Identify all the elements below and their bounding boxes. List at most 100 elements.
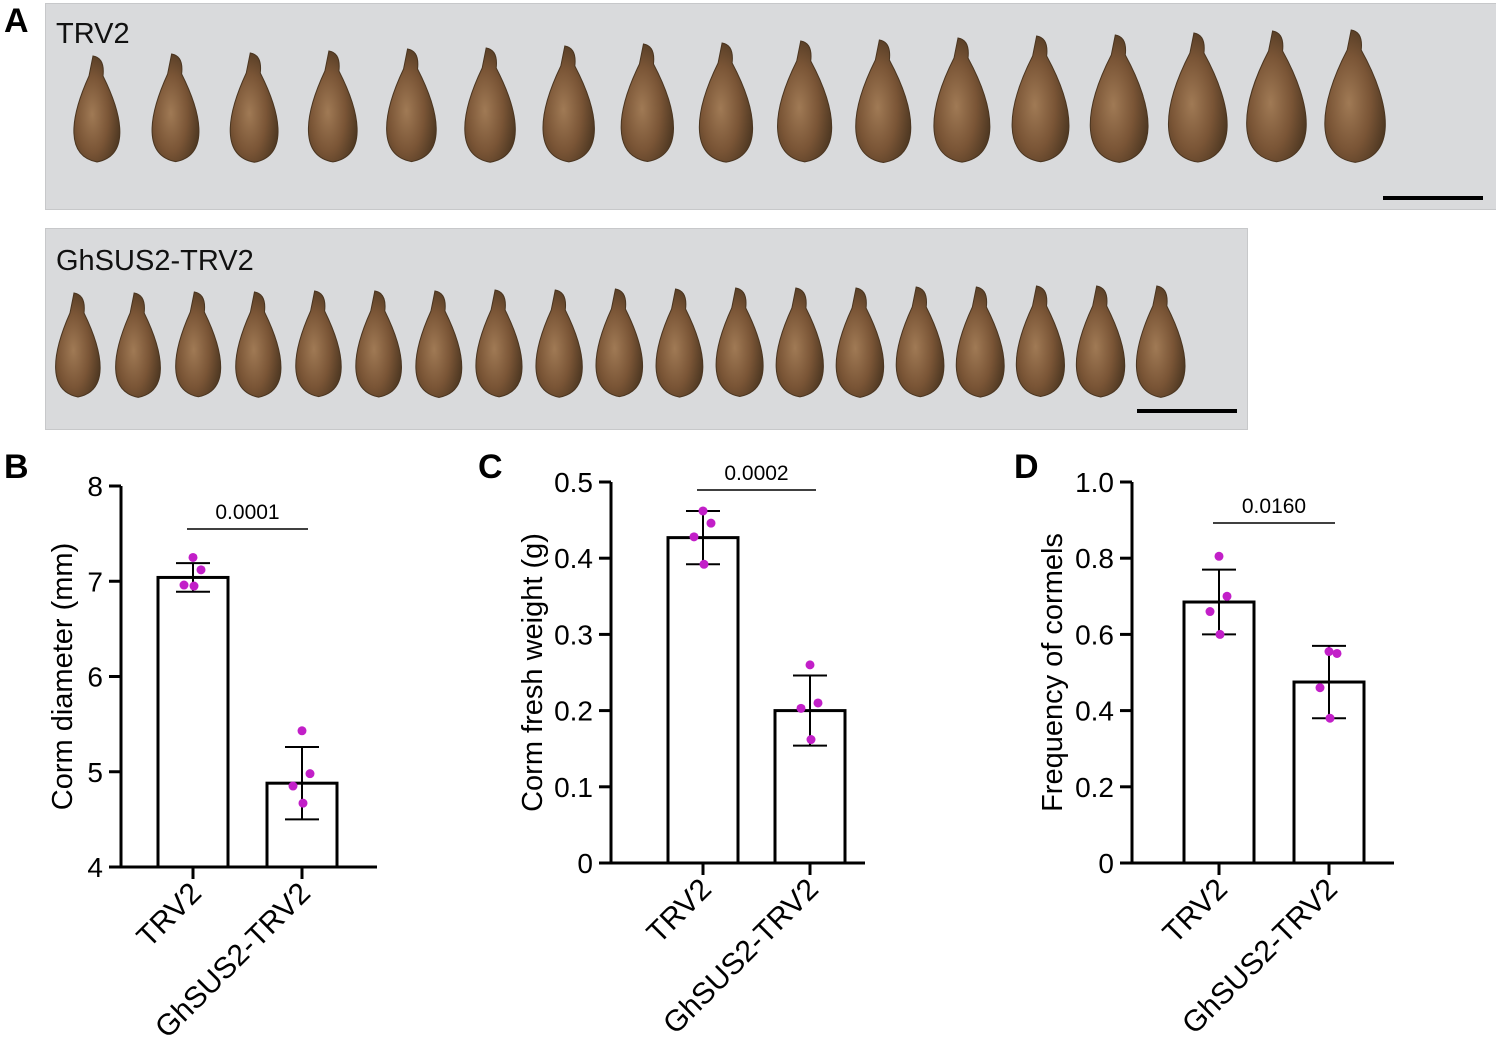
data-point (699, 559, 709, 569)
corm-image (73, 55, 121, 163)
corm-image (355, 290, 402, 398)
corm-image (595, 288, 643, 398)
data-point (188, 552, 198, 562)
ghsus2-corm-photo: GhSUS2-TRV2 (45, 228, 1248, 430)
data-point (706, 518, 716, 528)
corm-image (777, 40, 833, 163)
corm-image (835, 287, 885, 398)
panel-b-letter: B (4, 448, 29, 486)
corm-image (307, 50, 358, 163)
significance-label: 0.0160 (1242, 495, 1306, 518)
y-tick-label: 7 (87, 566, 103, 597)
y-tick-label: 0.3 (554, 619, 593, 650)
y-tick-label: 0 (577, 848, 593, 879)
ghsus2-photo-label: GhSUS2-TRV2 (56, 245, 254, 277)
corm-image (386, 48, 437, 163)
data-point (297, 726, 307, 736)
corm-image (1168, 32, 1228, 163)
y-tick-label: 1.0 (1075, 467, 1114, 498)
corm-image (535, 289, 583, 398)
corm-fresh-weight-chart: 0 0.1 0.2 0.3 0.4 0.5 Corm fresh weight (g) TRV… (517, 462, 865, 1041)
corm-image (655, 288, 704, 398)
y-tick-label: 0.2 (1075, 772, 1114, 803)
corm-image (415, 289, 463, 398)
x-tick-label: TRV2 (131, 877, 208, 954)
trv2-scale-bar (1383, 196, 1483, 200)
data-point (1214, 551, 1224, 561)
y-tick-label: 0.5 (554, 467, 593, 498)
ghsus2-scale-bar (1137, 409, 1237, 413)
y-tick-label: 0.8 (1075, 543, 1114, 574)
data-point (813, 698, 823, 708)
corm-image (698, 42, 754, 163)
data-point (189, 581, 199, 591)
data-point (689, 532, 699, 542)
y-tick-label: 0.4 (554, 543, 593, 574)
corm-image (151, 53, 200, 163)
corm-image (55, 292, 101, 398)
data-point (805, 660, 815, 670)
data-point (1332, 648, 1342, 658)
data-point (1222, 591, 1232, 601)
y-axis-label: Frequency of cormels (1037, 533, 1069, 812)
data-point (196, 565, 206, 575)
y-tick-label: 0.6 (1075, 619, 1114, 650)
x-tick-label: TRV2 (1157, 873, 1234, 950)
corm-image (1324, 29, 1386, 163)
panel-a-letter: A (4, 2, 29, 40)
panel-d-letter: D (1014, 448, 1039, 486)
corm-image (229, 52, 279, 163)
corm-image (1011, 35, 1070, 163)
data-point (698, 506, 708, 516)
corm-image (175, 291, 222, 398)
y-tick-label: 8 (87, 471, 103, 502)
y-tick-label: 4 (87, 852, 103, 883)
corm-image (1075, 285, 1126, 398)
data-point (1324, 647, 1334, 657)
y-tick-label: 6 (87, 662, 103, 693)
data-point (1325, 713, 1335, 723)
y-tick-label: 5 (87, 757, 103, 788)
corm-image (464, 47, 516, 163)
corm-image (1135, 285, 1186, 398)
data-point (179, 580, 189, 590)
corm-image (295, 290, 342, 398)
data-point (298, 798, 308, 808)
bar (666, 536, 740, 865)
bar (156, 575, 230, 869)
corm-image (895, 286, 945, 398)
y-tick-label: 0.2 (554, 696, 593, 727)
trv2-photo-label: TRV2 (56, 18, 130, 50)
y-tick-label: 0.1 (554, 772, 593, 803)
corm-image (115, 292, 161, 398)
panel-c-letter: C (478, 448, 503, 486)
data-point (1315, 683, 1325, 693)
corm-image (775, 287, 824, 398)
corm-image (235, 291, 282, 398)
y-axis-label: Corm fresh weight (g) (517, 533, 549, 812)
y-axis-label: Corm diameter (mm) (47, 543, 79, 810)
data-point (806, 735, 816, 745)
x-tick-label: TRV2 (641, 873, 718, 950)
corm-image (1089, 34, 1149, 163)
significance-label: 0.0001 (215, 501, 279, 524)
corm-image (542, 45, 595, 163)
corm-image (1246, 30, 1307, 163)
corm-image (475, 289, 523, 398)
trv2-corm-photo: TRV2 (45, 3, 1496, 210)
data-point (796, 703, 806, 713)
cormel-frequency-chart: 0 0.2 0.4 0.6 0.8 1.0 Frequency of cormels TRV2… (1037, 467, 1394, 1041)
corm-image (715, 287, 764, 398)
y-tick-label: 0 (1098, 848, 1114, 879)
significance-label: 0.0002 (724, 462, 788, 485)
corm-image (1015, 285, 1065, 398)
corm-image (955, 286, 1005, 398)
data-point (305, 769, 315, 779)
bar (1182, 600, 1256, 865)
corm-image (855, 38, 912, 163)
data-point (288, 781, 298, 791)
corm-image (620, 43, 674, 163)
corm-image (933, 37, 991, 163)
y-tick-label: 0.4 (1075, 696, 1114, 727)
